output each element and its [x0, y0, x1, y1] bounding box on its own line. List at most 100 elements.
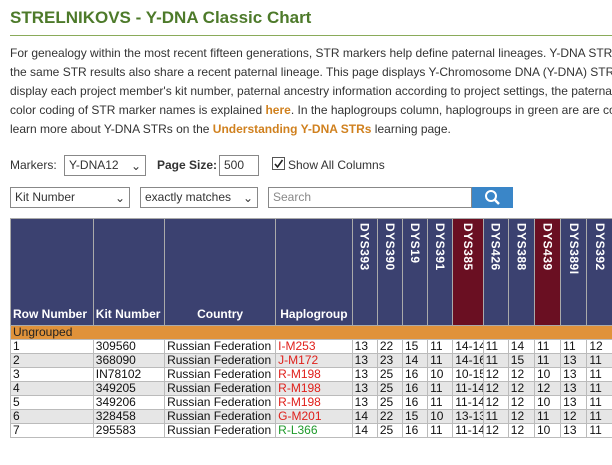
cell: J-M172 — [275, 353, 353, 368]
cell: 11-14 — [452, 423, 484, 438]
cell: 11 — [482, 353, 509, 368]
caret: ⌄ — [114, 191, 125, 205]
show-all-checkbox[interactable] — [272, 157, 285, 170]
cell: 11 — [482, 339, 509, 354]
cell: Russian Federation — [164, 409, 277, 424]
cell: 13 — [560, 423, 588, 438]
intro-text: the same STR results also share a recent… — [10, 65, 612, 79]
cell: 5 — [10, 395, 94, 410]
field-value: Kit Number — [15, 190, 76, 204]
cell: 22 — [376, 409, 403, 424]
column-header[interactable]: DYS392 — [586, 218, 612, 326]
intro-text: learning page. — [371, 122, 451, 136]
group-label: Ungrouped — [10, 325, 612, 340]
column-header[interactable]: Country — [164, 218, 277, 326]
intro-text: . In the haplogroups column, haplogroups… — [290, 103, 612, 117]
page-size-label: Page Size: — [157, 158, 218, 172]
cell: 11 — [427, 395, 454, 410]
cell: 3 — [10, 367, 94, 382]
match-select[interactable]: exactly matches ⌄ — [140, 187, 258, 208]
cell: 25 — [376, 423, 403, 438]
cell: 10 — [533, 395, 562, 410]
cell: 13 — [560, 381, 588, 396]
cell: 328458 — [92, 409, 166, 424]
cell: 11 — [586, 381, 612, 396]
cell: Russian Federation — [164, 353, 277, 368]
cell: 13 — [351, 367, 378, 382]
cell: 14 — [351, 423, 378, 438]
column-header[interactable]: DYS426 — [482, 218, 509, 326]
caret: ⌄ — [242, 191, 253, 205]
intro-line: For genealogy within the most recent fif… — [10, 44, 612, 63]
cell: 10 — [533, 423, 562, 438]
field-select[interactable]: Kit Number ⌄ — [10, 187, 130, 208]
column-header[interactable]: Kit Number — [92, 218, 166, 326]
cell: 14 — [401, 353, 429, 368]
page-size-input[interactable]: 500 — [219, 155, 259, 176]
column-header[interactable]: DYS385 — [452, 218, 484, 326]
intro-line: learn more about Y-DNA STRs on the Under… — [10, 120, 612, 139]
column-header[interactable]: DYS393 — [351, 218, 378, 326]
cell: 12 — [533, 381, 562, 396]
intro-text: For genealogy within the most recent fif… — [10, 46, 612, 60]
cell: 13 — [351, 395, 378, 410]
column-header[interactable]: DYS439 — [533, 218, 562, 326]
cell: Russian Federation — [164, 395, 277, 410]
search-button[interactable] — [472, 187, 513, 208]
cell: 11 — [533, 409, 562, 424]
intro-link[interactable]: Understanding Y-DNA STRs — [212, 122, 372, 136]
search-input[interactable]: Search — [268, 187, 472, 208]
page-title: STRELNIKOVS - Y-DNA Classic Chart — [10, 8, 612, 36]
column-label: Row Number — [13, 307, 88, 321]
data-row: 2 368090 Russian Federation J-M172 13 23 14 11 1… — [10, 353, 612, 368]
column-header[interactable]: DYS390 — [376, 218, 403, 326]
column-header[interactable]: DYS388 — [507, 218, 535, 326]
header-row: Row Number Kit Number Country Haplogroup DYS… — [10, 218, 612, 326]
intro-text: color coding of STR marker names is expl… — [10, 103, 266, 117]
column-header[interactable]: DYS391 — [427, 218, 454, 326]
cell: 368090 — [92, 353, 166, 368]
cell: 12 — [507, 423, 535, 438]
markers-label: Markers: — [10, 158, 57, 172]
cell: 4 — [10, 381, 94, 396]
cell: 1 — [10, 339, 94, 354]
markers-select[interactable]: Y-DNA12 ⌄ — [64, 155, 146, 176]
cell: 25 — [376, 367, 403, 382]
cell: 12 — [482, 367, 509, 382]
column-header[interactable]: Haplogroup — [275, 218, 353, 326]
cell: 11 — [427, 353, 454, 368]
column-label: Kit Number — [95, 307, 161, 321]
column-header[interactable]: DYS389I — [560, 218, 588, 326]
intro-text: display each project member's kit number… — [10, 84, 612, 98]
column-label: DYS393 — [357, 223, 372, 271]
cell: 15 — [401, 339, 429, 354]
cell: G-M201 — [275, 409, 353, 424]
cell: 6 — [10, 409, 94, 424]
cell: 13-13 — [452, 409, 484, 424]
intro-line: the same STR results also share a recent… — [10, 63, 612, 82]
cell: 11-14 — [452, 395, 484, 410]
column-label: DYS385 — [460, 223, 475, 271]
cell: 22 — [376, 339, 403, 354]
cell: 11 — [586, 409, 612, 424]
cell: 12 — [482, 395, 509, 410]
cell: 25 — [376, 395, 403, 410]
cell: Russian Federation — [164, 367, 277, 382]
cell: Russian Federation — [164, 423, 277, 438]
search-placeholder: Search — [273, 190, 312, 204]
cell: 11 — [560, 339, 588, 354]
cell: 14-16 — [452, 353, 484, 368]
intro-line: display each project member's kit number… — [10, 82, 612, 101]
cell: 12 — [507, 409, 535, 424]
column-header[interactable]: Row Number — [10, 218, 94, 326]
cell: 11 — [427, 381, 454, 396]
cell: 13 — [351, 339, 378, 354]
data-row: 7 295583 Russian Federation R-L366 14 25 16 11 1… — [10, 423, 612, 438]
column-header[interactable]: DYS19 — [401, 218, 429, 326]
intro-link[interactable]: here — [265, 103, 291, 117]
cell: 14 — [351, 409, 378, 424]
cell: R-M198 — [275, 367, 353, 382]
cell: IN78102 — [92, 367, 166, 382]
cell: 15 — [401, 409, 429, 424]
